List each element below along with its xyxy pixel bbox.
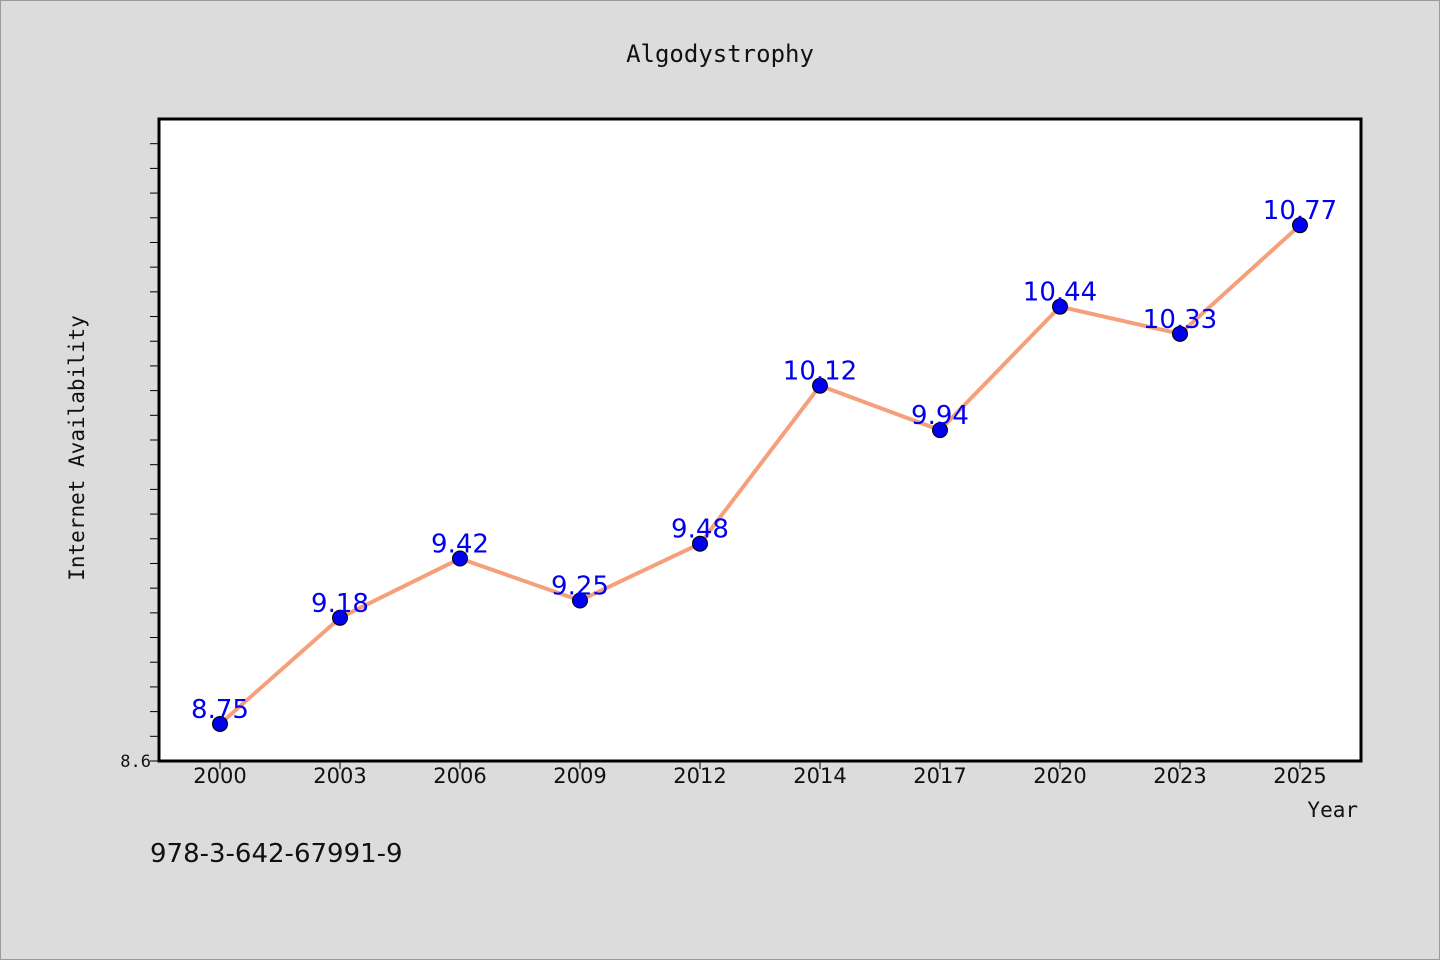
y-tick-label: 8.6: [120, 752, 151, 772]
x-tick-label: 2025: [1273, 764, 1326, 788]
x-tick-label: 2020: [1033, 764, 1086, 788]
data-point: [1292, 217, 1308, 234]
x-tick-label: 2009: [553, 764, 606, 788]
x-tick-label: 2017: [913, 764, 966, 788]
x-tick-label: 2006: [433, 764, 486, 788]
x-tick-label: 2003: [313, 764, 366, 788]
data-label: 10.33: [1143, 305, 1217, 335]
caption-isbn: 978-3-642-67991-9: [150, 839, 403, 869]
data-point: [692, 535, 708, 552]
series-line-group: 8.75 9.18 9.42 9.25 9.48 10.12 9.94 10.44 10.33 1…: [191, 196, 1337, 732]
x-axis-label: Year: [1307, 798, 1358, 822]
data-point: [332, 609, 348, 626]
data-point: [212, 715, 228, 732]
data-point: [1052, 298, 1068, 315]
data-label: 10.77: [1263, 196, 1337, 226]
plot-area: [157, 117, 1363, 763]
y-axis-label: Internet Availability: [65, 315, 89, 581]
x-tick-label: 2023: [1153, 764, 1206, 788]
data-label: 9.18: [311, 589, 369, 619]
data-point: [1172, 325, 1188, 342]
data-point: [932, 422, 948, 439]
x-axis-ticks: 2000 2003 2006 2009 2012 2014 2017 2020 2023 2025: [193, 761, 1327, 788]
chart-title: Algodystrophy: [626, 40, 814, 68]
x-tick-label: 2014: [793, 764, 846, 788]
data-label: 9.25: [551, 572, 609, 602]
data-label: 9.42: [431, 530, 489, 560]
data-label: 10.12: [783, 357, 857, 387]
series-line: [218, 223, 1302, 726]
data-point: [572, 592, 588, 609]
data-point: [812, 377, 828, 394]
y-axis-ticks: 8.6: [120, 143, 159, 772]
x-tick-label: 2000: [193, 764, 246, 788]
data-label: 10.44: [1023, 278, 1097, 308]
data-label: 9.48: [671, 515, 729, 545]
data-point: [452, 550, 468, 567]
x-tick-label: 2012: [673, 764, 726, 788]
data-label: 9.94: [911, 401, 969, 431]
data-label: 8.75: [191, 695, 249, 725]
